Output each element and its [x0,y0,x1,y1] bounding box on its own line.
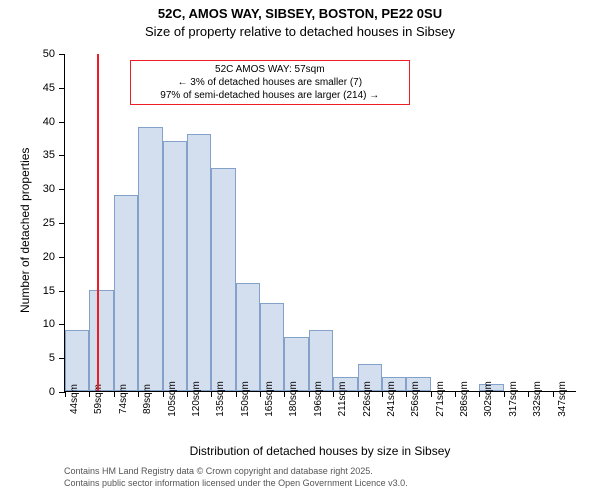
ytick-label: 0 [49,386,55,398]
ytick-mark [59,324,65,325]
footer-attribution: Contains HM Land Registry data © Crown c… [64,466,408,489]
xtick-label: 165sqm [264,381,275,417]
xtick-mark [65,391,66,397]
xtick-label: 120sqm [191,381,202,417]
xtick-label: 286sqm [459,381,470,417]
xtick-mark [382,391,383,397]
xtick-label: 211sqm [337,382,348,417]
xtick-mark [553,391,554,397]
ytick-label: 30 [43,183,55,195]
ytick-mark [59,155,65,156]
histogram-bar [138,127,162,391]
histogram-bar [187,134,211,391]
ytick-label: 45 [43,82,55,94]
xtick-label: 196sqm [313,381,324,417]
xtick-mark [309,391,310,397]
xtick-mark [284,391,285,397]
ytick-mark [59,122,65,123]
histogram-bar [65,330,89,391]
xtick-label: 256sqm [410,381,421,417]
xtick-label: 241sqm [386,381,397,417]
xtick-mark [358,391,359,397]
annot-line-2: ← 3% of detached houses are smaller (7) [135,76,405,89]
xtick-mark [211,391,212,397]
xtick-label: 89sqm [142,384,153,414]
histogram-bar [89,290,113,391]
xtick-label: 226sqm [362,381,373,417]
xtick-label: 150sqm [240,381,251,417]
xtick-mark [138,391,139,397]
annot-line-1: 52C AMOS WAY: 57sqm [135,63,405,76]
xtick-mark [431,391,432,397]
x-axis-label: Distribution of detached houses by size … [64,444,576,458]
xtick-label: 74sqm [118,384,129,414]
chart-title-1: 52C, AMOS WAY, SIBSEY, BOSTON, PE22 0SU [0,6,600,21]
y-axis-label: Number of detached properties [18,148,32,313]
ytick-label: 25 [43,217,55,229]
annot-line-3: 97% of semi-detached houses are larger (… [135,89,405,102]
xtick-mark [114,391,115,397]
chart-title-2: Size of property relative to detached ho… [0,24,600,39]
histogram-bar [260,303,284,391]
xtick-mark [236,391,237,397]
xtick-mark [89,391,90,397]
footer-line-2: Contains public sector information licen… [64,478,408,490]
xtick-label: 135sqm [215,381,226,417]
xtick-label: 180sqm [288,381,299,417]
ytick-mark [59,88,65,89]
ytick-label: 50 [43,48,55,60]
ytick-mark [59,257,65,258]
ytick-label: 40 [43,116,55,128]
ytick-label: 20 [43,251,55,263]
ytick-label: 10 [43,318,55,330]
xtick-mark [479,391,480,397]
ytick-label: 35 [43,149,55,161]
xtick-label: 105sqm [167,381,178,417]
histogram-bar [236,283,260,391]
xtick-mark [528,391,529,397]
xtick-mark [333,391,334,397]
histogram-bar [114,195,138,391]
ytick-mark [59,189,65,190]
xtick-mark [504,391,505,397]
xtick-mark [455,391,456,397]
marker-line [97,54,99,391]
xtick-label: 271sqm [435,381,446,417]
ytick-mark [59,54,65,55]
xtick-label: 302sqm [483,381,494,417]
ytick-mark [59,291,65,292]
xtick-label: 44sqm [69,384,80,414]
ytick-mark [59,223,65,224]
xtick-mark [260,391,261,397]
xtick-label: 332sqm [532,381,543,417]
xtick-label: 317sqm [508,381,519,417]
histogram-bar [163,141,187,391]
footer-line-1: Contains HM Land Registry data © Crown c… [64,466,408,478]
plot-area: 0510152025303540455044sqm59sqm74sqm89sqm… [64,54,576,392]
xtick-mark [406,391,407,397]
histogram-bar [211,168,235,391]
ytick-label: 15 [43,285,55,297]
xtick-label: 347sqm [557,381,568,417]
ytick-label: 5 [49,352,55,364]
annotation-box: 52C AMOS WAY: 57sqm← 3% of detached hous… [130,60,410,105]
xtick-mark [163,391,164,397]
xtick-mark [187,391,188,397]
xtick-label: 59sqm [93,384,104,414]
